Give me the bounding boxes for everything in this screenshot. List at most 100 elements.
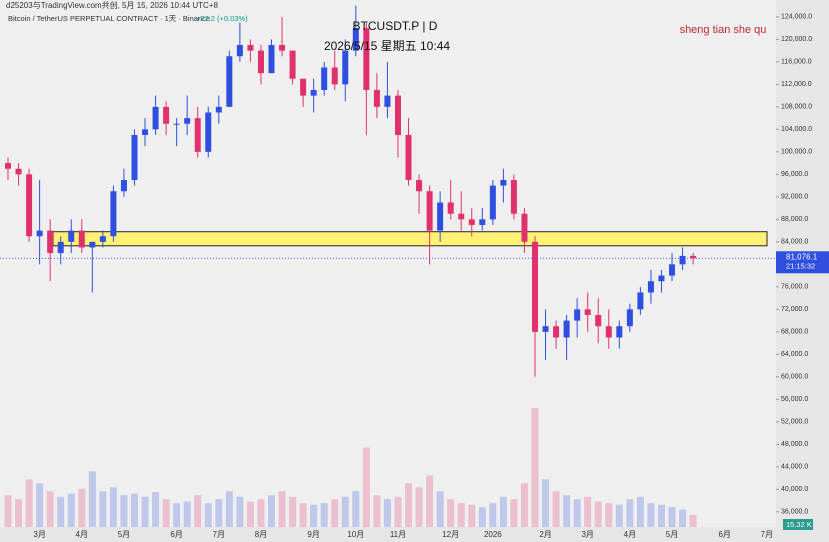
candle-body (236, 44, 243, 57)
volume-bar (78, 488, 86, 527)
volume-bar (499, 496, 507, 527)
x-tick-label: 5月 (118, 530, 130, 539)
volume-bar (563, 495, 571, 527)
volume-bar (152, 492, 160, 527)
volume-bar (278, 491, 286, 527)
last-volume-label: 15.32 K (786, 520, 812, 529)
y-tick-label: 104,000.0 (781, 126, 812, 133)
volume-bar (605, 503, 613, 527)
candle-body (99, 236, 106, 242)
candle-body (500, 179, 507, 186)
candle-body (57, 241, 64, 254)
x-tick-label: 2026 (484, 530, 502, 539)
candle-body (605, 326, 612, 338)
symbol: BTCUSDT.P | D (353, 19, 438, 33)
candle-body (405, 134, 412, 180)
volume-bar (320, 503, 328, 527)
y-tick-label: 60,000.0 (781, 374, 808, 381)
y-tick-label: 112,000.0 (781, 81, 812, 88)
candle-body (78, 230, 85, 248)
volume-bar (57, 496, 65, 527)
volume-bar (15, 499, 23, 527)
volume-bar (331, 499, 339, 527)
volume-bar (99, 491, 107, 527)
volume-bar (636, 496, 644, 527)
candle-body (68, 230, 75, 242)
candle-body (89, 241, 96, 248)
volume-bar (689, 514, 697, 527)
time-axis (0, 527, 776, 542)
y-tick-label: 68,000.0 (781, 329, 808, 336)
credit: d25203与TradingView.com共创, 5月 15, 2026 10… (6, 0, 218, 10)
candle-body (416, 179, 423, 192)
volume-bar (4, 495, 12, 527)
plot-background (0, 0, 776, 527)
volume-bar (173, 503, 181, 527)
x-tick-label: 9月 (307, 530, 319, 539)
candle-body (690, 255, 697, 259)
x-tick-label: 3月 (581, 530, 593, 539)
volume-bar (584, 496, 592, 527)
candle-body (394, 95, 401, 135)
y-tick-label: 92,000.0 (781, 194, 808, 201)
instrument: Bitcoin / TetherUS PERPETUAL CONTRACT · … (8, 14, 210, 23)
volume-bar (657, 504, 665, 527)
candle-body (542, 326, 549, 332)
volume-bar (25, 479, 33, 527)
candle-body (257, 50, 264, 74)
candle-body (658, 275, 665, 282)
candle-body (563, 320, 570, 338)
candle-body (647, 281, 654, 293)
countdown: 21:15:32 (786, 261, 815, 270)
volume-bar (204, 503, 212, 527)
candle-body (310, 89, 317, 96)
candle-body (584, 309, 591, 315)
candle-body (489, 185, 496, 220)
y-tick-label: 36,000.0 (781, 509, 808, 516)
volume-bar (552, 491, 560, 527)
x-tick-label: 2月 (539, 530, 551, 539)
y-tick-label: 88,000.0 (781, 216, 808, 223)
volume-bar (457, 503, 465, 527)
volume-bar (383, 499, 391, 527)
x-tick-label: 4月 (624, 530, 636, 539)
y-tick-label: 108,000.0 (781, 104, 812, 111)
volume-bar (289, 496, 297, 527)
candle-body (510, 179, 517, 214)
x-tick-label: 7月 (761, 530, 773, 539)
volume-bar (531, 407, 539, 527)
volume-bar (88, 471, 96, 527)
y-tick-label: 44,000.0 (781, 464, 808, 471)
y-tick-label: 64,000.0 (781, 351, 808, 358)
volume-bar (394, 496, 402, 527)
candle-body (363, 28, 370, 90)
candle-body (616, 326, 623, 338)
candle-body (47, 230, 54, 254)
volume-bar (415, 487, 423, 527)
candle-body (468, 219, 475, 225)
volume-bar (120, 495, 128, 527)
volume-bar (510, 499, 518, 527)
volume-bar (436, 491, 444, 527)
candle-body (384, 95, 391, 107)
candle-body (479, 219, 486, 225)
candle-body (36, 230, 43, 237)
candle-body (152, 106, 159, 130)
candle-body (247, 44, 254, 51)
volume-bar (405, 483, 413, 527)
volume-bar (489, 503, 497, 527)
volume-bar (573, 499, 581, 527)
y-tick-label: 48,000.0 (781, 441, 808, 448)
volume-bar (46, 491, 54, 527)
volume-bar (447, 499, 455, 527)
candle-body (120, 179, 127, 192)
volume-bar (594, 501, 602, 527)
y-tick-label: 40,000.0 (781, 486, 808, 493)
candle-body (184, 118, 191, 124)
volume-bar (67, 493, 75, 527)
x-tick-label: 12月 (442, 530, 459, 539)
y-tick-label: 100,000.0 (781, 149, 812, 156)
y-tick-label: 72,000.0 (781, 306, 808, 313)
candle-body (110, 191, 117, 237)
candle-body (268, 44, 275, 74)
